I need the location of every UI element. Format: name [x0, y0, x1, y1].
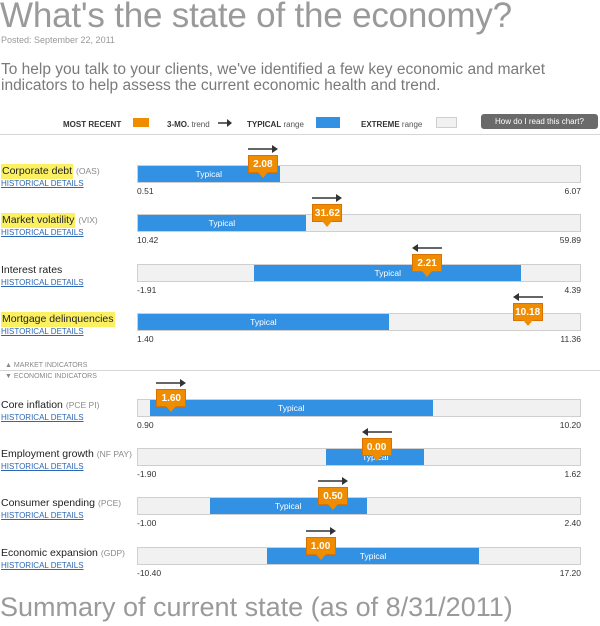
market-indicators-label[interactable]: ▲ MARKET INDICATORS — [5, 362, 88, 369]
trend-arrow-icon — [218, 119, 232, 127]
historical-details-link[interactable]: HISTORICAL DETAILS — [1, 327, 84, 336]
typical-range-bar: Typical — [266, 548, 480, 564]
extreme-range-bar: Typical — [137, 399, 581, 417]
most-recent-marker: 1.00 — [305, 537, 336, 560]
range-max-label: 10.20 — [559, 420, 581, 430]
indicator-label: Economic expansion — [1, 547, 98, 559]
indicator-code: (PCE PI) — [65, 400, 100, 410]
indicator-label: Interest rates — [1, 264, 63, 276]
typical-range-bar: Typical — [149, 400, 433, 416]
indicator-code: (VIX) — [78, 215, 98, 225]
range-max-label: 1.62 — [564, 469, 581, 479]
typical-swatch-icon — [316, 117, 340, 128]
range-min-label: 0.51 — [137, 186, 154, 196]
economic-indicators-label[interactable]: ▼ ECONOMIC INDICATORS — [5, 373, 97, 380]
section-divider — [0, 370, 600, 371]
indicator-name: Core inflation (PCE PI) — [1, 399, 99, 411]
historical-details-link[interactable]: HISTORICAL DETAILS — [1, 228, 84, 237]
historical-details-link[interactable]: HISTORICAL DETAILS — [1, 179, 84, 188]
extreme-range-bar: Typical — [137, 497, 581, 515]
legend-divider — [0, 134, 600, 135]
range-min-label: -1.90 — [137, 469, 157, 479]
indicator-label: Employment growth — [1, 448, 94, 460]
extreme-range-bar: Typical — [137, 313, 581, 331]
indicator-name: Consumer spending (PCE) — [1, 497, 121, 509]
legend-trend: 3-MO. trend — [167, 120, 210, 129]
historical-details-link[interactable]: HISTORICAL DETAILS — [1, 413, 84, 422]
extreme-range-bar: Typical — [137, 165, 581, 183]
chart-legend: MOST RECENT 3-MO. trend TYPICAL range EX… — [0, 112, 600, 134]
range-min-label: 10.42 — [137, 235, 159, 245]
typical-range-bar: Typical — [254, 265, 522, 281]
most-recent-marker: 0.50 — [318, 487, 348, 510]
range-min-label: 0.90 — [137, 420, 154, 430]
expand-down-icon: ▼ — [5, 373, 12, 380]
most-recent-marker: 2.21 — [412, 254, 443, 277]
range-min-label: 1.40 — [137, 334, 154, 344]
range-max-label: 6.07 — [564, 186, 581, 196]
trend-up-arrow-icon — [247, 145, 278, 153]
indicator-name: Mortgage delinquencies — [1, 312, 115, 327]
legend-extreme: EXTREME range — [361, 120, 423, 129]
typical-range-bar: Typical — [138, 166, 280, 182]
historical-details-link[interactable]: HISTORICAL DETAILS — [1, 462, 84, 471]
collapse-up-icon: ▲ — [5, 362, 12, 369]
indicator-label: Market volatility — [1, 213, 76, 228]
trend-up-arrow-icon — [156, 379, 187, 387]
indicator-name: Economic expansion (GDP) — [1, 547, 125, 559]
range-max-label: 59.89 — [559, 235, 581, 245]
legend-most-recent: MOST RECENT — [63, 120, 122, 129]
range-max-label: 2.40 — [564, 518, 581, 528]
extreme-range-bar: Typical — [137, 448, 581, 466]
indicator-name: Corporate debt (OAS) — [1, 164, 100, 179]
indicator-label: Corporate debt — [1, 164, 74, 179]
extreme-range-bar: Typical — [137, 264, 581, 282]
indicator-code: (NF PAY) — [96, 449, 132, 459]
historical-details-link[interactable]: HISTORICAL DETAILS — [1, 278, 84, 287]
range-min-label: -1.91 — [137, 285, 157, 295]
typical-range-bar: Typical — [138, 314, 389, 330]
range-min-label: -10.40 — [137, 568, 162, 578]
indicator-label: Mortgage delinquencies — [1, 312, 115, 327]
range-max-label: 4.39 — [564, 285, 581, 295]
most-recent-marker: 0.00 — [361, 438, 392, 461]
summary-heading: Summary of current state (as of 8/31/201… — [0, 592, 513, 622]
trend-down-arrow-icon — [412, 244, 443, 252]
most-recent-marker: 10.18 — [512, 303, 543, 326]
page-title: What's the state of the economy? — [0, 0, 512, 35]
range-max-label: 17.20 — [559, 568, 581, 578]
indicator-name: Employment growth (NF PAY) — [1, 448, 132, 460]
historical-details-link[interactable]: HISTORICAL DETAILS — [1, 561, 84, 570]
most-recent-marker: 31.62 — [312, 204, 343, 227]
extreme-swatch-icon — [436, 117, 457, 128]
legend-typical: TYPICAL range — [247, 120, 304, 129]
how-to-read-button[interactable]: How do I read this chart? — [481, 114, 598, 129]
trend-down-arrow-icon — [361, 428, 392, 436]
indicator-name: Interest rates — [1, 264, 62, 276]
indicator-label: Consumer spending — [1, 497, 95, 509]
extreme-range-bar: Typical — [137, 547, 581, 565]
most-recent-swatch-icon — [133, 118, 149, 127]
most-recent-marker: 2.08 — [247, 155, 278, 178]
trend-down-arrow-icon — [512, 293, 543, 301]
intro-text: To help you talk to your clients, we've … — [1, 61, 546, 94]
indicator-name: Market volatility (VIX) — [1, 213, 98, 228]
typical-range-bar: Typical — [138, 215, 306, 231]
indicator-code: (GDP) — [100, 548, 125, 558]
trend-up-arrow-icon — [318, 477, 348, 485]
extreme-range-bar: Typical — [137, 214, 581, 232]
trend-up-arrow-icon — [312, 194, 343, 202]
range-min-label: -1.00 — [137, 518, 157, 528]
indicator-label: Core inflation — [1, 399, 63, 411]
most-recent-marker: 1.60 — [156, 389, 187, 412]
historical-details-link[interactable]: HISTORICAL DETAILS — [1, 511, 84, 520]
trend-up-arrow-icon — [305, 527, 336, 535]
indicator-code: (OAS) — [76, 166, 100, 176]
posted-date: Posted: September 22, 2011 — [1, 35, 115, 45]
indicator-code: (PCE) — [97, 498, 122, 508]
range-max-label: 11.36 — [560, 334, 581, 344]
